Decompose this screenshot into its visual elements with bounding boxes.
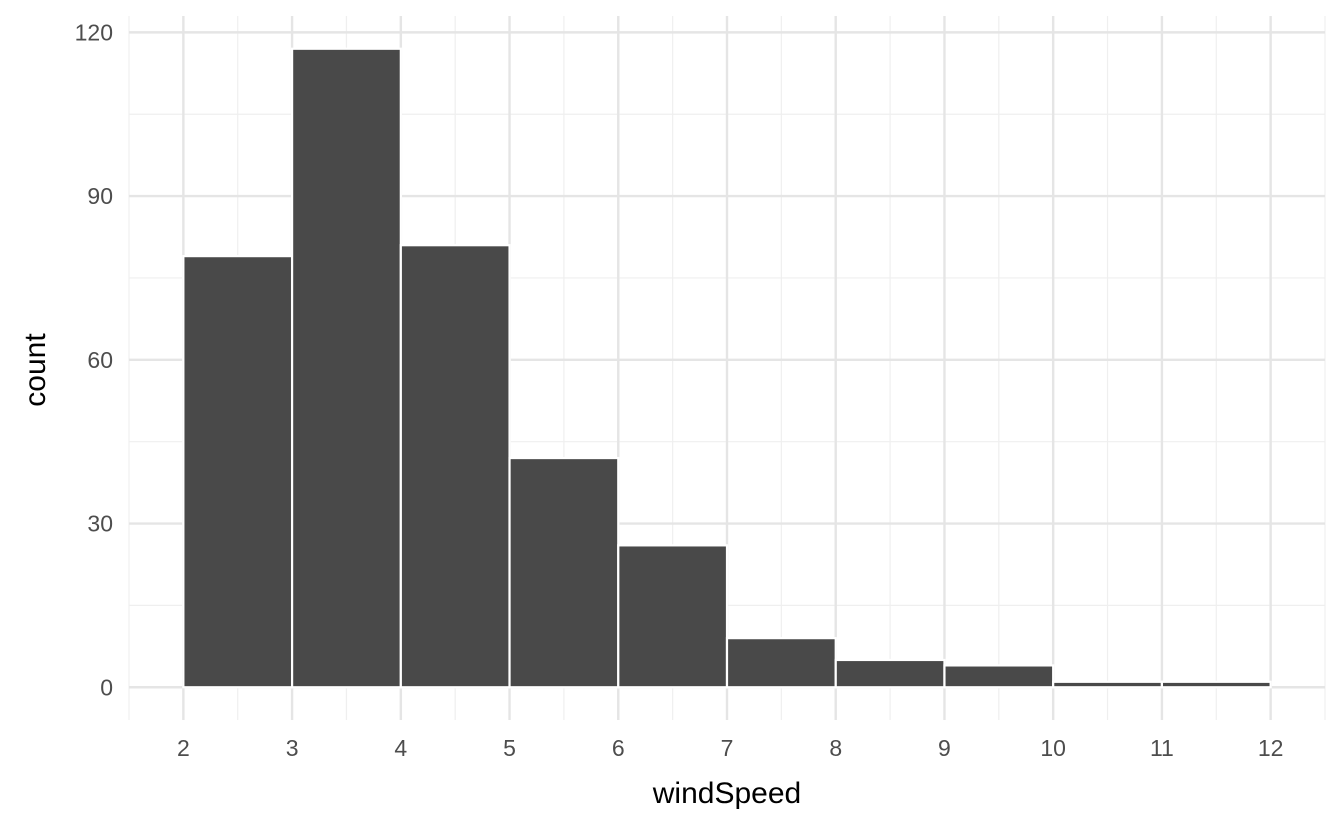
- histogram-bar: [182, 255, 294, 689]
- x-tick-label: 4: [394, 735, 407, 761]
- x-tick-label: 10: [1040, 735, 1066, 761]
- x-tick-label: 12: [1258, 735, 1284, 761]
- x-tick-label: 6: [612, 735, 625, 761]
- x-tick-label: 2: [177, 735, 190, 761]
- x-tick-label: 11: [1150, 735, 1174, 761]
- y-axis-title: count: [19, 333, 52, 407]
- histogram-bar: [725, 637, 837, 689]
- y-tick-label: 0: [100, 674, 113, 700]
- histogram-bar: [1052, 680, 1164, 689]
- y-axis-tick-labels: 0 30 60 90 120: [75, 19, 113, 700]
- histogram-bar: [943, 664, 1055, 689]
- histogram-bar: [617, 544, 729, 689]
- histogram-bar: [1160, 680, 1272, 689]
- histogram-bars: [182, 47, 1272, 689]
- x-tick-label: 5: [503, 735, 516, 761]
- y-tick-label: 120: [75, 19, 113, 45]
- y-tick-label: 30: [87, 511, 113, 537]
- histogram-bar: [290, 47, 402, 689]
- histogram-bar: [508, 456, 620, 689]
- histogram-bar: [399, 244, 511, 689]
- x-tick-label: 3: [286, 735, 299, 761]
- x-axis-tick-labels: 2 3 4 5 6 7 8 9 10 11 12: [177, 735, 1283, 761]
- x-tick-label: 8: [829, 735, 842, 761]
- y-tick-label: 60: [87, 347, 113, 373]
- y-tick-label: 90: [87, 183, 113, 209]
- x-tick-label: 7: [721, 735, 734, 761]
- histogram-bar: [834, 658, 946, 689]
- x-tick-label: 9: [938, 735, 951, 761]
- x-axis-title: windSpeed: [652, 777, 801, 810]
